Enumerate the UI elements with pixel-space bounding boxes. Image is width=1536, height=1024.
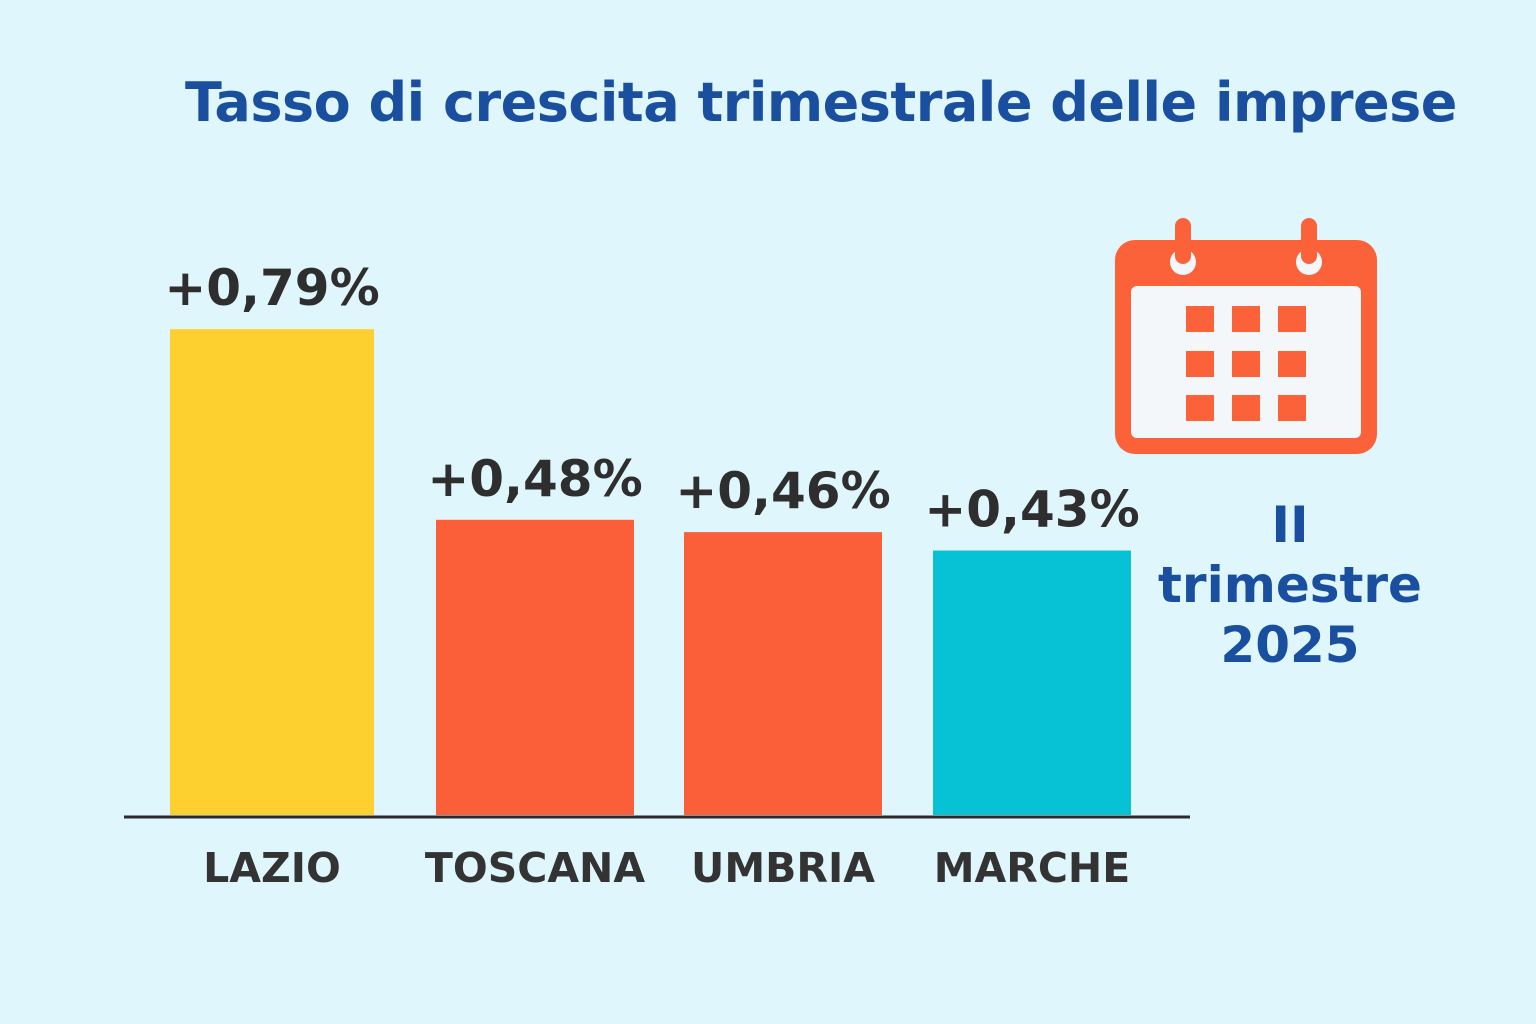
calendar-icon xyxy=(1115,218,1377,454)
bar-toscana xyxy=(436,519,634,815)
period-label: II trimestre 2025 xyxy=(1140,495,1440,675)
category-label-umbria: UMBRIA xyxy=(691,844,875,892)
period-quarter: II xyxy=(1271,496,1309,554)
value-label-marche: +0,43% xyxy=(924,481,1139,539)
bar-marche xyxy=(933,550,1131,815)
value-label-toscana: +0,48% xyxy=(427,450,642,508)
bar-lazio xyxy=(170,329,374,815)
category-label-toscana: TOSCANA xyxy=(425,844,645,892)
period-year: 2025 xyxy=(1220,616,1360,674)
period-word: trimestre xyxy=(1158,556,1422,614)
category-label-marche: MARCHE xyxy=(934,844,1131,892)
value-label-umbria: +0,46% xyxy=(675,462,890,520)
chart-title: Tasso di crescita trimestrale delle impr… xyxy=(185,71,1457,134)
category-label-lazio: LAZIO xyxy=(203,844,341,892)
bar-umbria xyxy=(684,532,882,815)
value-label-lazio: +0,79% xyxy=(164,259,379,317)
